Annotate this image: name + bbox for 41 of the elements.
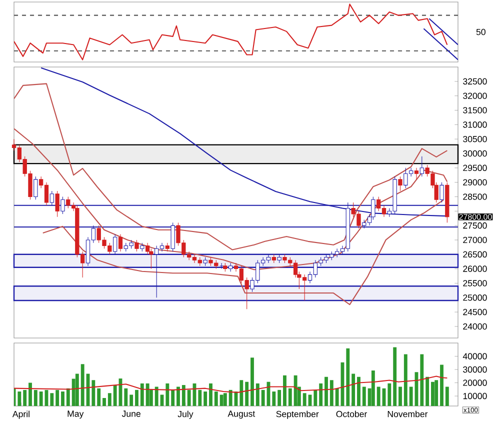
candlestick bbox=[118, 234, 123, 252]
text: 50 bbox=[476, 28, 486, 36]
candlestick bbox=[134, 240, 139, 252]
annotation: 27800.00 bbox=[459, 214, 492, 220]
x-tick-label: May bbox=[68, 410, 84, 419]
y-tick-label: 30000 bbox=[463, 150, 487, 157]
y-tick-label: 32500 bbox=[463, 78, 487, 85]
x-tick-label: July bbox=[178, 410, 194, 419]
x-tick-label: September bbox=[276, 410, 319, 419]
y-tick-label: 10000 bbox=[463, 392, 487, 400]
y-tick-label: 27500 bbox=[463, 222, 487, 229]
y-tick-label: 30500 bbox=[463, 136, 487, 142]
y-tick-label: 24000 bbox=[463, 323, 487, 330]
candlestick bbox=[420, 156, 424, 177]
candlestick bbox=[398, 176, 402, 192]
line-series bbox=[14, 83, 448, 250]
y-tick-label: 26500 bbox=[463, 251, 487, 258]
y-tick-label: 25500 bbox=[463, 280, 487, 286]
y-tick-label: 29000 bbox=[463, 179, 487, 186]
x-tick-label: April bbox=[12, 410, 30, 419]
y-tick-label: 30000 bbox=[463, 366, 487, 373]
x-tick-label: August bbox=[228, 410, 256, 419]
y-tick-label: 24500 bbox=[463, 308, 487, 316]
y-tick-label: 26000 bbox=[463, 266, 487, 272]
y-tick-label: 31000 bbox=[463, 122, 487, 128]
y-tick-label: 31500 bbox=[463, 107, 487, 114]
y-tick-label: 20000 bbox=[463, 380, 487, 386]
line-series bbox=[14, 376, 448, 393]
x-tick-label: November bbox=[388, 410, 428, 418]
x-tick-label: October bbox=[336, 410, 368, 418]
candlestick bbox=[34, 176, 38, 200]
candlestick bbox=[414, 168, 419, 180]
x-tick-label: June bbox=[122, 410, 140, 417]
candlestick bbox=[55, 190, 60, 218]
y-tick-label: 40000 bbox=[462, 353, 487, 360]
candlestick bbox=[440, 182, 444, 203]
y-tick-label: 32000 bbox=[463, 92, 487, 99]
y-tick-label: 29500 bbox=[463, 164, 487, 172]
y-tick-label: 25000 bbox=[463, 294, 487, 301]
y-tick-label: 27000 bbox=[463, 236, 487, 244]
y-tick-label: 28500 bbox=[463, 194, 487, 200]
